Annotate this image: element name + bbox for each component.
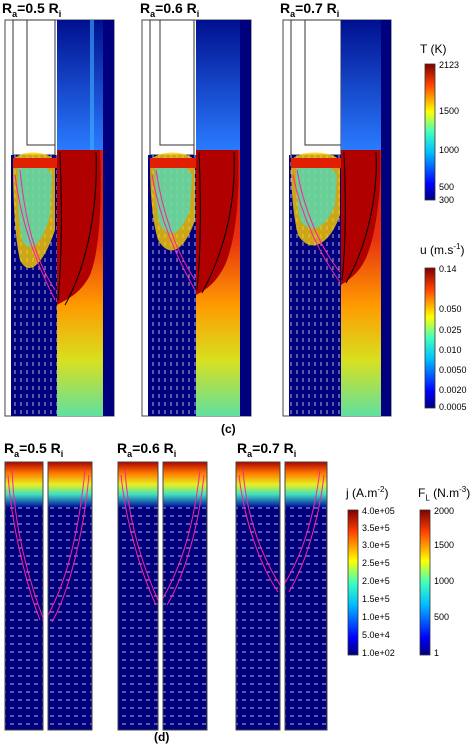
velocity-colorbar [424,267,436,409]
temperature-colorbar [424,63,436,201]
lorentz-force-colorbar [419,509,431,656]
lorentz-force-tick: 1500 [434,540,455,550]
c-caption: (c) [221,422,236,436]
temperature-tick: 500 [439,182,455,192]
current-density-tick: 1.0e+02 [362,648,395,658]
velocity-tick: 0.010 [439,345,462,355]
lorentz-force-colorbar-title: FL (N.m-3) [418,485,471,503]
c-case-label-3: Ra=0.7 Ri [280,0,340,19]
d-case-label-1: Ra=0.5 Ri [4,440,64,459]
c-case-label-1: Ra=0.5 Ri [2,0,62,19]
velocity-tick: 0.14 [439,264,457,274]
d-case-label-2: Ra=0.6 Ri [117,440,177,459]
c-panel-2 [141,19,252,417]
current-density-tick: 4.0e+05 [362,506,395,516]
current-density-tick: 1.5e+5 [362,594,390,604]
d-caption: (d) [154,730,170,744]
temperature-tick: 1000 [439,145,460,155]
c-case-label-2: Ra=0.6 Ri [140,0,200,19]
velocity-tick: 0.0005 [439,402,467,412]
velocity-tick: 0.0050 [439,365,467,375]
velocity-tick: 0.025 [439,325,462,335]
temperature-tick: 2123 [439,60,460,70]
temperature-colorbar-title: T (K) [420,42,447,56]
current-density-tick: 5.0e+4 [362,630,390,640]
current-density-tick: 3.0e+5 [362,540,390,550]
current-density-colorbar [347,509,359,656]
velocity-tick: 0.050 [439,304,462,314]
d-panel-1 [4,461,93,731]
velocity-colorbar-title: u (m.s-1) [420,242,465,257]
temperature-tick: 1500 [439,106,460,116]
temperature-tick: 300 [439,195,455,205]
current-density-tick: 2.5e+5 [362,558,390,568]
current-density-colorbar-title: j (A.m-2) [346,485,389,500]
current-density-tick: 3.5e+5 [362,523,390,533]
current-density-tick: 1.0e+5 [362,612,390,622]
d-panel-2 [117,461,208,731]
d-panel-3 [235,461,328,731]
current-density-tick: 2.0e+5 [362,576,390,586]
lorentz-force-tick: 500 [434,612,450,622]
lorentz-force-tick: 2000 [434,506,455,516]
d-case-label-3: Ra=0.7 Ri [237,440,297,459]
lorentz-force-tick: 1 [434,648,440,658]
c-panel-1 [4,19,115,417]
velocity-tick: 0.0020 [439,385,467,395]
c-panel-3 [282,19,392,417]
lorentz-force-tick: 1000 [434,576,455,586]
